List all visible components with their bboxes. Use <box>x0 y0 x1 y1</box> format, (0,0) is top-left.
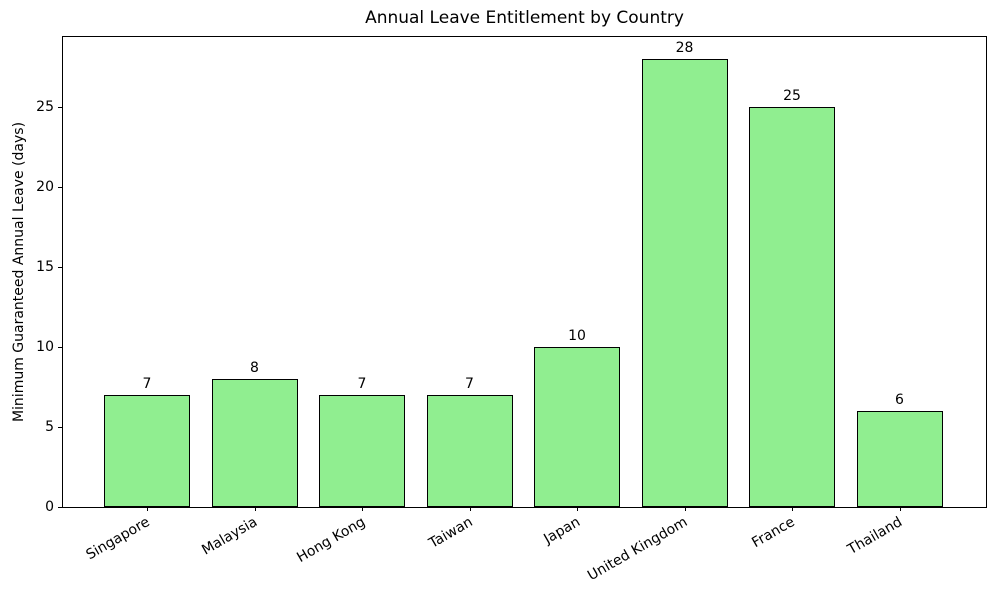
bar-value-label: 7 <box>142 376 152 393</box>
bar-value-label: 8 <box>250 360 259 377</box>
bar-value-label: 28 <box>675 40 694 57</box>
y-tick-mark <box>58 347 62 349</box>
bar <box>104 395 190 507</box>
y-tick-label: 15 <box>36 259 54 276</box>
y-tick-label: 10 <box>36 339 54 356</box>
chart-title: Annual Leave Entitlement by Country <box>365 8 684 28</box>
bar <box>426 395 513 507</box>
x-tick-mark <box>577 507 578 511</box>
y-tick-label: 25 <box>36 99 54 116</box>
x-tick-mark <box>362 507 363 511</box>
bar <box>749 107 835 507</box>
x-tick-label-text: Singapore <box>83 514 153 564</box>
x-tick-label-text: Taiwan <box>426 514 476 552</box>
bar <box>319 395 405 507</box>
y-tick-mark <box>58 507 62 508</box>
x-tick-mark <box>469 507 471 511</box>
x-tick-label-text: Hong Kong <box>294 514 368 566</box>
x-tick-label-text: Malaysia <box>199 514 261 559</box>
bar-value-label: 7 <box>465 376 474 393</box>
x-tick-label-text: Thailand <box>845 514 906 558</box>
bar-value-label: 7 <box>357 376 367 393</box>
bar <box>856 411 943 507</box>
y-tick-label: 20 <box>36 179 54 196</box>
x-tick-label-text: Japan <box>541 514 583 548</box>
y-tick-mark <box>58 267 62 269</box>
bar-value-label: 25 <box>783 88 801 105</box>
x-tick-label-text: France <box>749 514 798 552</box>
bar-value-label: 6 <box>895 392 904 409</box>
plot-area: 7 8 7 7 10 28 25 6 <box>62 36 987 508</box>
x-tick-mark <box>792 507 793 511</box>
y-tick-label: 0 <box>45 499 54 515</box>
x-tick-mark <box>254 507 256 511</box>
bar-value-label: 10 <box>568 328 586 345</box>
bar <box>641 59 728 507</box>
x-tick-mark <box>147 507 148 511</box>
x-tick-mark <box>899 507 901 511</box>
bar <box>211 379 298 507</box>
x-tick-label-text: United Kingdom <box>585 514 691 585</box>
y-tick-label: 5 <box>45 419 54 436</box>
y-tick-mark <box>58 107 62 109</box>
x-tick-mark <box>684 507 686 511</box>
bar <box>534 347 620 507</box>
y-tick-mark <box>58 187 62 189</box>
y-tick-mark <box>58 427 62 429</box>
